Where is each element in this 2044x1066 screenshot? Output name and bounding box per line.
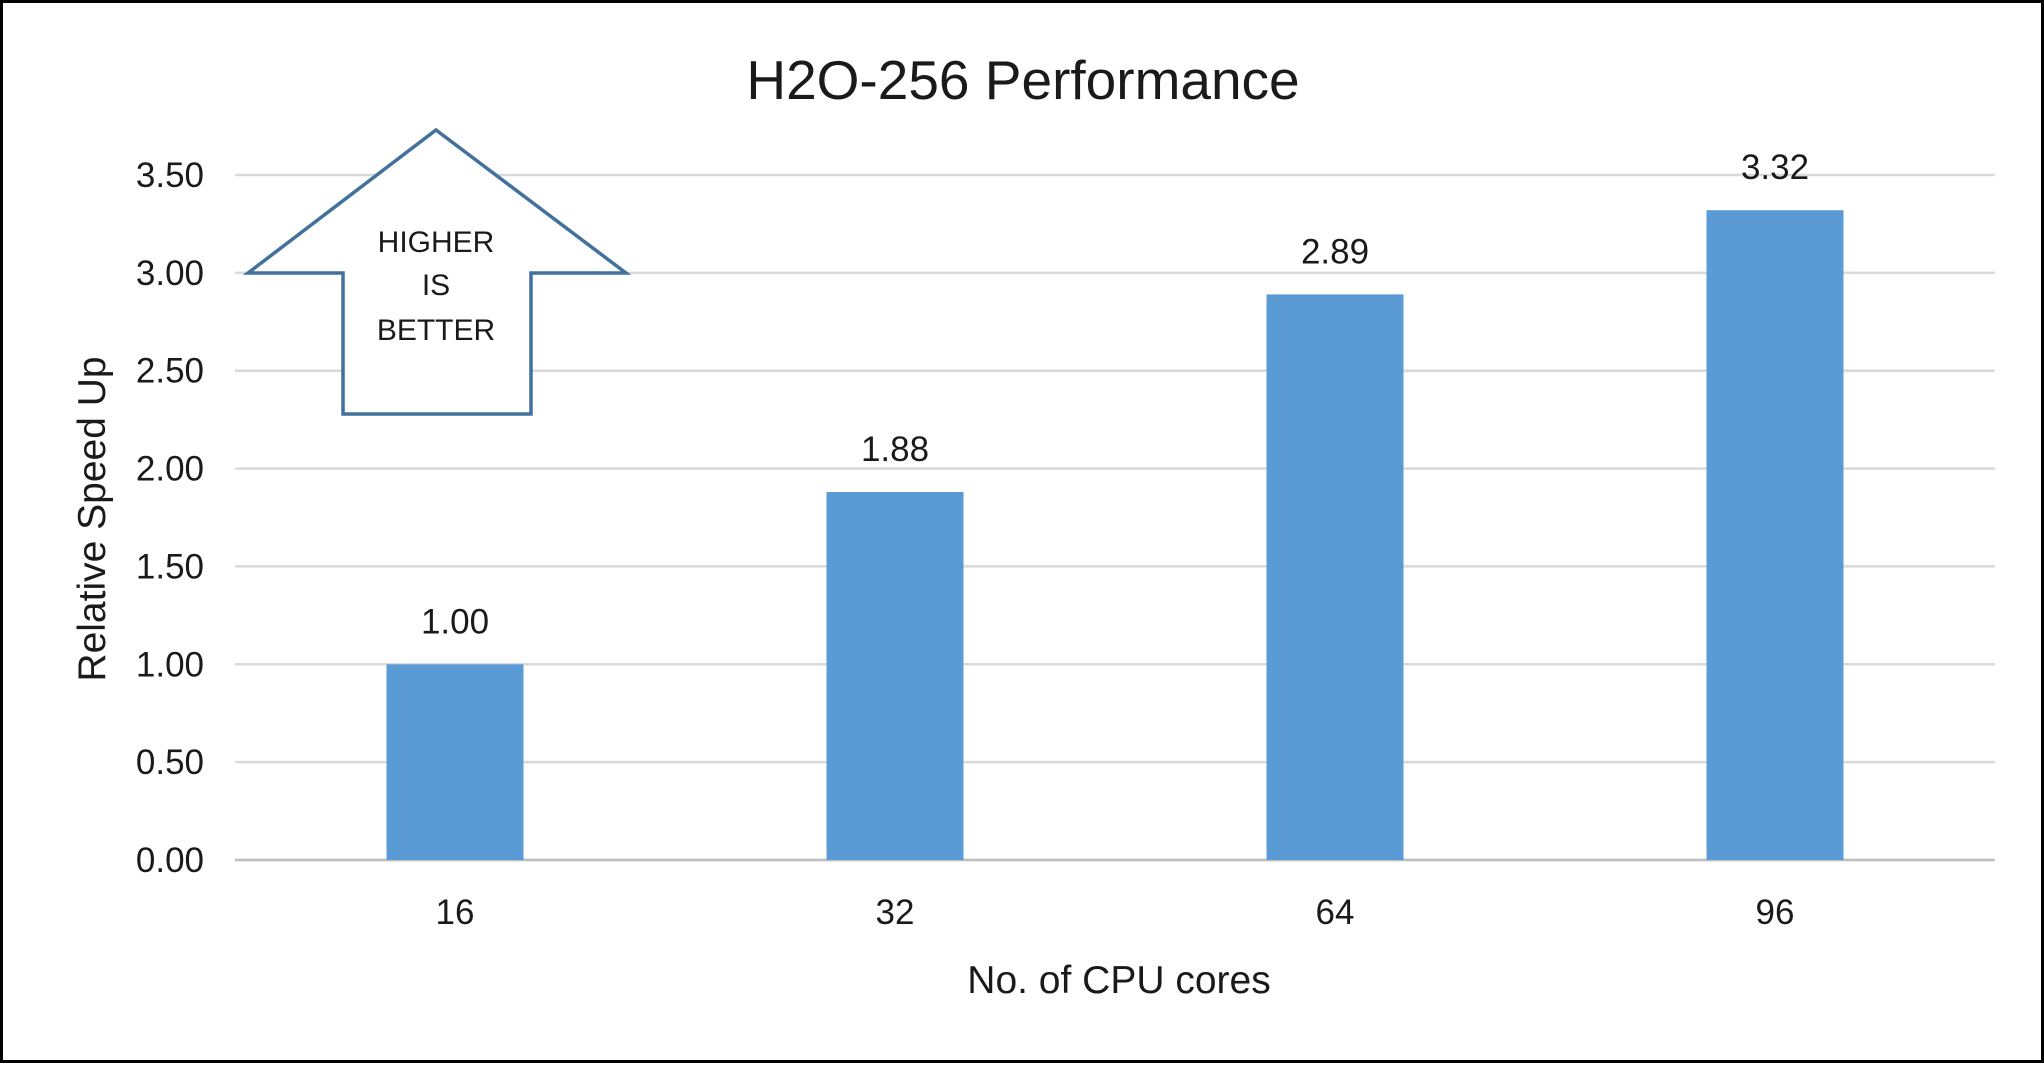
bar-32 xyxy=(826,492,964,860)
x-axis-title: No. of CPU cores xyxy=(967,959,1270,1002)
data-label-32: 1.88 xyxy=(861,430,929,469)
y-tick-label: 0.50 xyxy=(136,743,204,782)
y-tick-label: 0.00 xyxy=(136,841,204,880)
x-tick-label: 64 xyxy=(1316,893,1355,932)
y-axis-title: Relative Speed Up xyxy=(71,356,114,681)
y-tick-label: 3.00 xyxy=(136,254,204,293)
y-tick-label: 3.50 xyxy=(136,156,204,195)
data-labels: 1.00 1.88 2.89 3.32 xyxy=(421,148,1809,641)
bar-96 xyxy=(1706,210,1844,860)
bars xyxy=(386,210,1844,860)
y-tick-label: 1.00 xyxy=(136,645,204,684)
bar-16 xyxy=(386,664,524,860)
bar-64 xyxy=(1266,294,1404,860)
up-arrow-icon xyxy=(242,127,632,416)
data-label-16: 1.00 xyxy=(421,602,489,641)
x-tick-labels: 16 32 64 96 xyxy=(436,893,1795,932)
callout-line-3: BETTER xyxy=(377,314,495,347)
chart-svg: 0.00 0.50 1.00 1.50 2.00 2.50 3.00 3.50 16 32 64 9… xyxy=(71,49,1995,1002)
x-tick-label: 96 xyxy=(1756,893,1795,932)
y-tick-labels: 0.00 0.50 1.00 1.50 2.00 2.50 3.00 3.50 xyxy=(136,156,204,880)
data-label-64: 2.89 xyxy=(1301,232,1369,271)
callout-line-2: IS xyxy=(422,269,450,302)
higher-is-better-callout: HIGHER IS BETTER xyxy=(242,127,632,416)
x-tick-label: 32 xyxy=(876,893,915,932)
chart-title: H2O-256 Performance xyxy=(746,49,1299,111)
data-label-96: 3.32 xyxy=(1741,148,1809,187)
callout-line-1: HIGHER xyxy=(378,226,495,259)
x-tick-label: 16 xyxy=(436,893,475,932)
y-tick-label: 2.00 xyxy=(136,450,204,489)
y-tick-label: 1.50 xyxy=(136,547,204,586)
y-tick-label: 2.50 xyxy=(136,352,204,391)
